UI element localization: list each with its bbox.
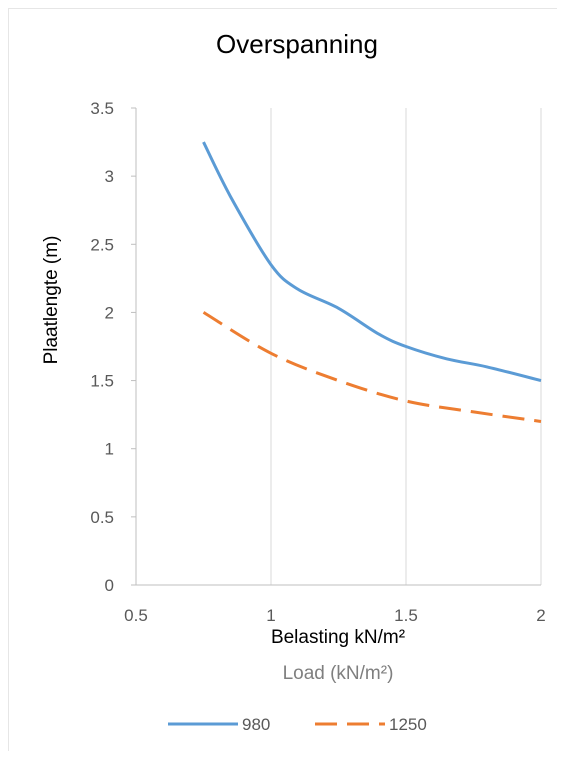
x-tick-label: 0.5 [124,606,148,625]
y-tick-label: 1.5 [90,372,114,391]
y-tick-label: 3 [105,167,114,186]
series-line-1250 [202,311,542,423]
x-tick-labels: 0.5 1 1.5 2 [124,606,546,625]
x-axis-ghost-label: Load (kN/m²) [283,663,394,684]
chart-title: Overspanning [216,29,378,59]
y-axis-label: Plaatlengte (m) [41,236,62,365]
y-tick-label: 0 [105,576,114,595]
x-tick-label: 2 [536,606,545,625]
axes [135,108,541,586]
grid-lines [131,107,542,586]
y-tick-label: 0.5 [90,508,114,527]
legend: 980 1250 [168,715,427,734]
y-tick-label: 3.5 [90,99,114,118]
legend-label-1250: 1250 [389,715,427,734]
y-tick-labels: 0 0.5 1 1.5 2 2.5 3 3.5 [90,99,114,595]
y-tick-label: 2.5 [90,235,114,254]
legend-label-980: 980 [242,715,270,734]
y-tick-label: 1 [105,440,114,459]
x-tick-label: 1.5 [394,606,418,625]
x-axis-label: Belasting kN/m² [271,627,405,648]
series-lines [202,141,542,423]
x-tick-label: 1 [266,606,275,625]
series-line-980 [202,141,542,383]
chart-container [8,8,557,751]
y-tick-label: 2 [105,303,114,322]
